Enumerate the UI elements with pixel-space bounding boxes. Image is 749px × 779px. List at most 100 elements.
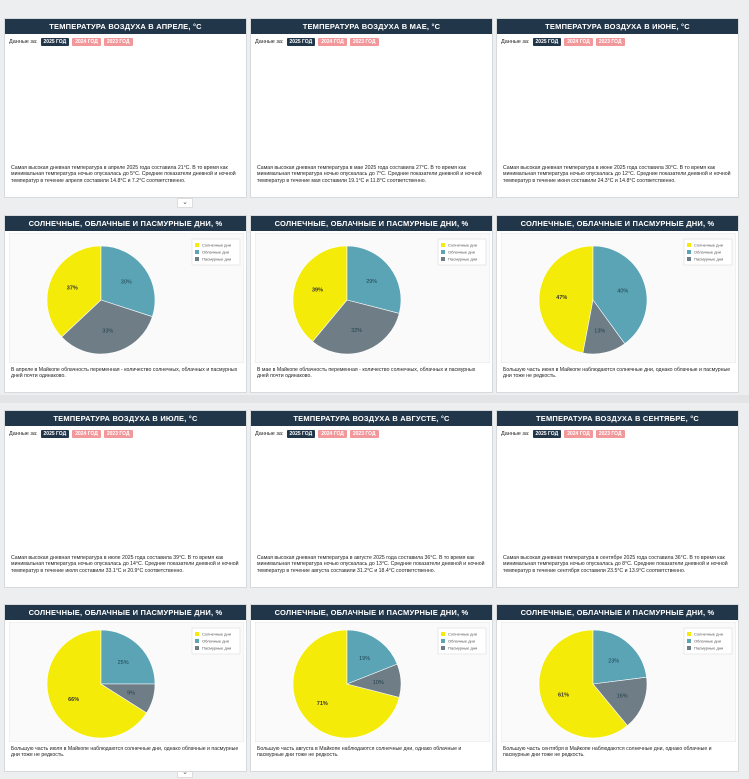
pie-label: 66%: [68, 697, 79, 703]
temperature-summary: Самая высокая дневная температура в июне…: [503, 165, 731, 184]
pie-label: 10%: [373, 680, 384, 686]
pie-legend-item: Солнечные дни: [202, 243, 231, 248]
pie-slice-overcast: [99, 683, 156, 714]
pie-slice-cloudy: [346, 245, 402, 314]
year-button-2[interactable]: 2023 ГОД: [595, 38, 625, 46]
year-button-1[interactable]: 2024 ГОД: [564, 430, 593, 438]
pie-slice-overcast: [582, 299, 626, 355]
year-button-0[interactable]: 2025 ГОД: [286, 38, 316, 46]
sky-conditions-panel: СОЛНЕЧНЫЕ, ОБЛАЧНЫЕ И ПАСМУРНЫЕ ДНИ, % 39…: [250, 215, 493, 393]
pie-label: 33%: [102, 329, 113, 335]
sky-conditions-panel: СОЛНЕЧНЫЕ, ОБЛАЧНЫЕ И ПАСМУРНЫЕ ДНИ, % 71…: [250, 604, 493, 772]
year-button-2[interactable]: 2023 ГОД: [349, 38, 379, 46]
year-button-0[interactable]: 2025 ГОД: [286, 430, 316, 438]
pie-slice-sunny: [538, 245, 594, 354]
year-selector: Данные за: 2025 ГОД 2024 ГОД 2023 ГОД: [501, 430, 628, 440]
data-label: Данные за:: [9, 39, 38, 45]
sky-pie-chart: 47% 40% 13% Солнечные дни Облачные дни Пасмур…: [501, 233, 736, 363]
legend-swatch: [441, 250, 445, 254]
data-label: Данные за:: [501, 431, 530, 437]
pie-label: 47%: [556, 295, 567, 301]
year-button-1[interactable]: 2024 ГОД: [564, 38, 593, 46]
year-selector: Данные за: 2025 ГОД 2024 ГОД 2023 ГОД: [9, 430, 136, 440]
year-selector: Данные за: 2025 ГОД 2024 ГОД 2023 ГОД: [255, 38, 382, 48]
pie-legend-item: Пасмурные дни: [202, 257, 231, 262]
data-label: Данные за:: [9, 431, 38, 437]
pie-legend-item: Солнечные дни: [448, 243, 477, 248]
temperature-title: ТЕМПЕРАТУРА ВОЗДУХА В АПРЕЛЕ, °С: [5, 19, 246, 34]
pie-label: 19%: [359, 656, 370, 662]
pie-label: 23%: [608, 659, 619, 665]
year-button-1[interactable]: 2024 ГОД: [72, 38, 101, 46]
pie-label: 29%: [366, 279, 377, 285]
year-button-1[interactable]: 2024 ГОД: [318, 38, 347, 46]
year-button-1[interactable]: 2024 ГОД: [72, 430, 101, 438]
sky-conditions-panel: СОЛНЕЧНЫЕ, ОБЛАЧНЫЕ И ПАСМУРНЫЕ ДНИ, % 61…: [496, 604, 739, 772]
data-label: Данные за:: [255, 431, 284, 437]
sky-summary: Большую часть июля в Майкопе наблюдаются…: [11, 746, 239, 759]
legend-swatch: [687, 250, 691, 254]
year-selector: Данные за: 2025 ГОД 2024 ГОД 2023 ГОД: [9, 38, 136, 48]
year-button-0[interactable]: 2025 ГОД: [532, 430, 562, 438]
data-label: Данные за:: [501, 39, 530, 45]
pie-label: 25%: [118, 660, 129, 666]
sky-pie-chart: 71% 19% 10% Солнечные дни Облачные дни Пасмур…: [255, 622, 490, 742]
temperature-title: ТЕМПЕРАТУРА ВОЗДУХА В ИЮНЕ, °С: [497, 19, 738, 34]
year-button-2[interactable]: 2023 ГОД: [349, 430, 379, 438]
pie-legend-item: Облачные дни: [202, 250, 229, 255]
pie-legend: [683, 627, 733, 655]
year-button-2[interactable]: 2023 ГОД: [103, 38, 133, 46]
temperature-title: ТЕМПЕРАТУРА ВОЗДУХА В СЕНТЯБРЕ, °С: [497, 411, 738, 426]
temperature-title: ТЕМПЕРАТУРА ВОЗДУХА В МАЕ, °С: [251, 19, 492, 34]
year-button-2[interactable]: 2023 ГОД: [595, 430, 625, 438]
sky-summary: Большую часть августа в Майкопе наблюдаю…: [257, 746, 462, 759]
legend-swatch: [441, 646, 445, 650]
pie-slice-cloudy: [346, 629, 398, 685]
sky-pie-chart: 66% 25% 9% Солнечные дни Облачные дни Пасмурн…: [9, 622, 244, 742]
sky-pie-chart: 37% 30% 33% Солнечные дни Облачные дни Пасмур…: [9, 233, 244, 363]
pie-legend-item: Пасмурные дни: [694, 257, 723, 262]
pie-title: СОЛНЕЧНЫЕ, ОБЛАЧНЫЕ И ПАСМУРНЫЕ ДНИ, %: [5, 216, 246, 231]
sky-pie-chart: 39% 29% 32% Солнечные дни Облачные дни Пасмур…: [255, 233, 490, 363]
temperature-summary: Самая высокая дневная температура в апре…: [11, 165, 236, 184]
temperature-panel: ТЕМПЕРАТУРА ВОЗДУХА В ИЮЛЕ, °С Данные за:…: [4, 410, 247, 588]
temperature-panel: ТЕМПЕРАТУРА ВОЗДУХА В МАЕ, °С Данные за: 2…: [250, 18, 493, 198]
pie-legend-item: Солнечные дни: [694, 632, 723, 637]
sky-summary: В мае в Майкопе облачность переменная - …: [257, 367, 476, 380]
pie-legend-item: Облачные дни: [694, 250, 721, 255]
pie-legend: [191, 238, 241, 266]
pie-legend-item: Пасмурные дни: [694, 646, 723, 651]
pie-title: СОЛНЕЧНЫЕ, ОБЛАЧНЫЕ И ПАСМУРНЫЕ ДНИ, %: [251, 605, 492, 620]
pie-legend-item: Облачные дни: [694, 639, 721, 644]
legend-swatch: [441, 257, 445, 261]
legend-swatch: [441, 639, 445, 643]
pie-label: 30%: [121, 280, 132, 286]
pie-slice-cloudy: [100, 245, 156, 318]
temperature-panel: ТЕМПЕРАТУРА ВОЗДУХА В АВГУСТЕ, °С Данные …: [250, 410, 493, 588]
legend-swatch: [195, 639, 199, 643]
pie-slice-cloudy: [592, 245, 648, 345]
temperature-summary: Самая высокая дневная температура в июле…: [11, 555, 239, 574]
year-button-1[interactable]: 2024 ГОД: [318, 430, 347, 438]
pie-slice-cloudy: [100, 629, 156, 685]
chevron-down-icon: ⌄: [182, 769, 188, 776]
pie-legend-item: Пасмурные дни: [448, 646, 477, 651]
sky-conditions-panel: СОЛНЕЧНЫЕ, ОБЛАЧНЫЕ И ПАСМУРНЫЕ ДНИ, % 37…: [4, 215, 247, 393]
year-button-0[interactable]: 2025 ГОД: [40, 38, 70, 46]
pie-legend-item: Облачные дни: [448, 639, 475, 644]
year-button-2[interactable]: 2023 ГОД: [103, 430, 133, 438]
year-button-0[interactable]: 2025 ГОД: [40, 430, 70, 438]
pie-label: 16%: [617, 694, 628, 700]
legend-swatch: [687, 243, 691, 247]
legend-swatch: [195, 250, 199, 254]
legend-swatch: [687, 257, 691, 261]
temperature-panel: ТЕМПЕРАТУРА ВОЗДУХА В АПРЕЛЕ, °С Данные з…: [4, 18, 247, 198]
pie-slice-overcast: [312, 299, 400, 355]
pie-slice-sunny: [46, 245, 102, 338]
pie-legend-item: Пасмурные дни: [448, 257, 477, 262]
pie-slice-cloudy: [592, 629, 647, 685]
pie-title: СОЛНЕЧНЫЕ, ОБЛАЧНЫЕ И ПАСМУРНЫЕ ДНИ, %: [251, 216, 492, 231]
scroll-up-chevron[interactable]: ⌄: [177, 198, 193, 208]
pie-legend-item: Облачные дни: [448, 250, 475, 255]
year-button-0[interactable]: 2025 ГОД: [532, 38, 562, 46]
